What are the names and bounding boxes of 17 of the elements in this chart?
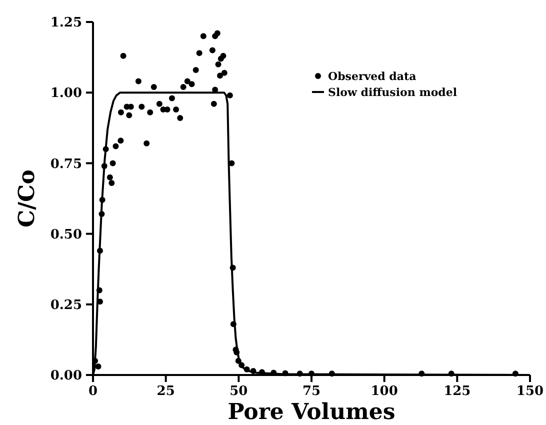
legend-label: Observed data (328, 70, 416, 83)
y-tick-label: 0.25 (50, 298, 82, 313)
x-tick-label: 25 (156, 384, 175, 399)
x-tick-label: 150 (516, 384, 544, 399)
x-tick-label: 75 (302, 384, 321, 399)
y-tick-label: 1.00 (50, 86, 82, 102)
legend-label: Slow diffusion model (328, 86, 458, 99)
x-axis-title: Pore Volumes (228, 399, 396, 425)
y-tick-label: 0.75 (50, 156, 82, 172)
y-tick-label: 0.00 (50, 368, 82, 384)
x-tick-label: 125 (444, 384, 471, 399)
x-tick-label: 0 (88, 384, 98, 399)
y-tick-label: 0.50 (50, 227, 82, 242)
y-tick-label: 1.25 (50, 16, 82, 31)
x-tick-label: 100 (370, 384, 398, 399)
y-axis-title: C/Co (14, 170, 40, 228)
x-tick-label: 50 (230, 384, 248, 399)
